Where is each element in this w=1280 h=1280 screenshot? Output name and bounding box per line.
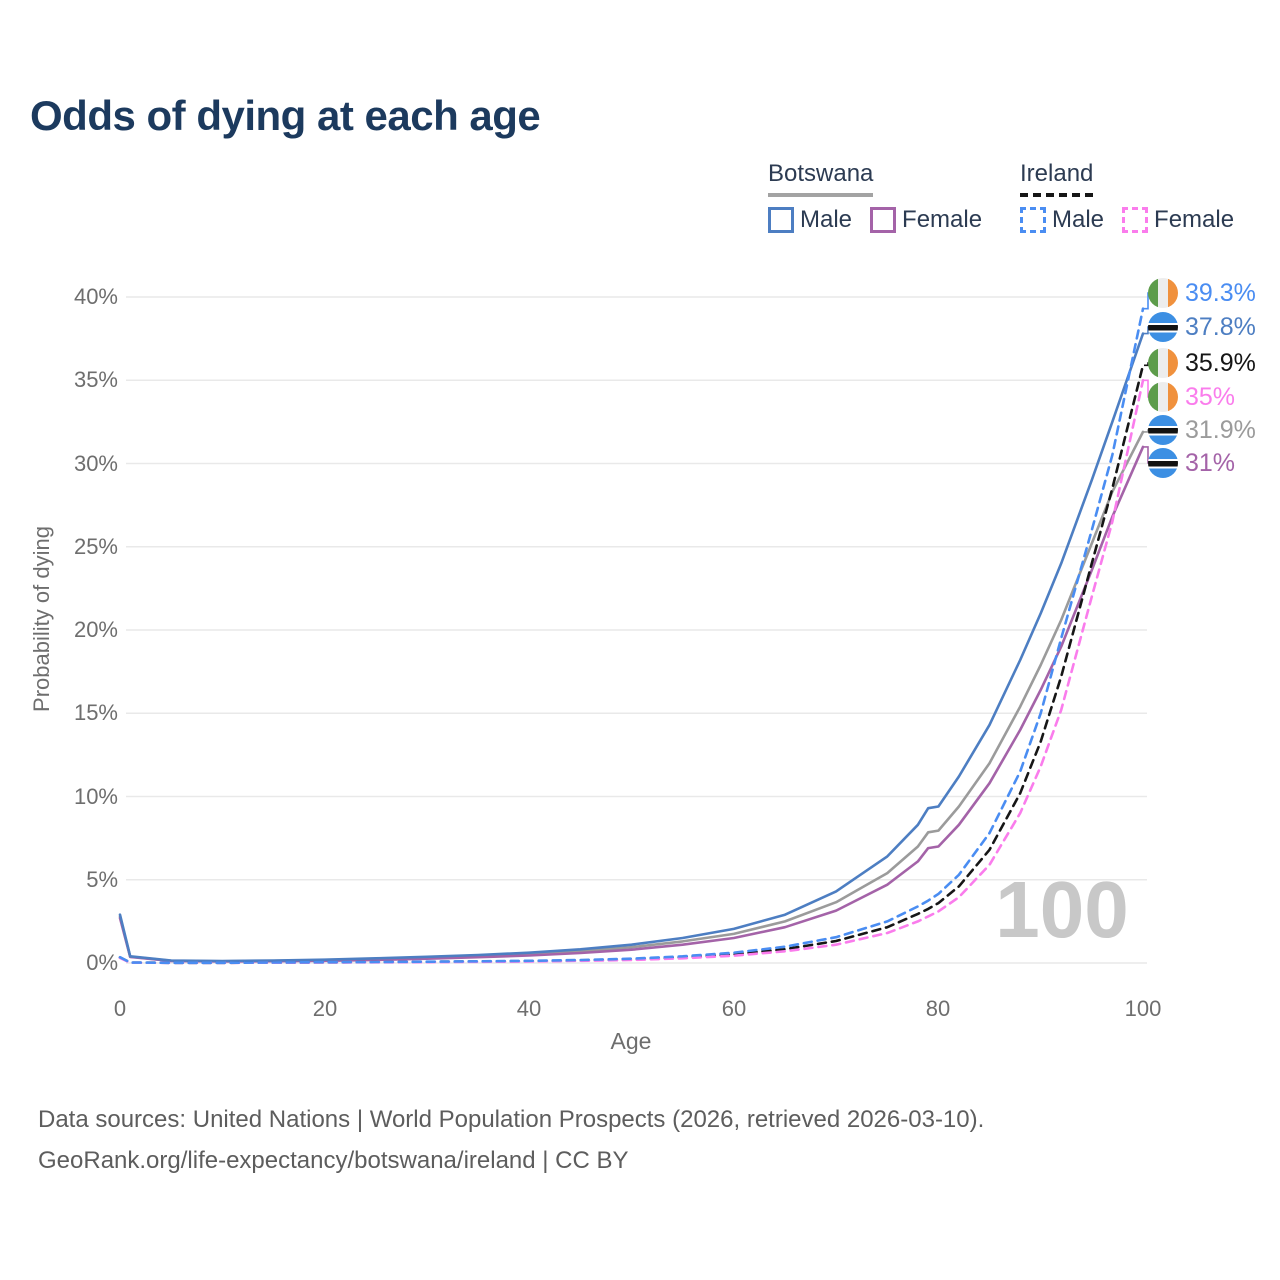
y-tick-15: 15% bbox=[73, 700, 118, 725]
ireland-flag-icon bbox=[1148, 382, 1178, 412]
legend-row-botswana: Male Female bbox=[768, 206, 1000, 234]
end-label-ireland-female[interactable]: 35% bbox=[1148, 381, 1235, 413]
legend-swatch-botswana-male[interactable] bbox=[768, 207, 794, 233]
legend-header-ireland[interactable]: Ireland bbox=[1020, 160, 1094, 197]
legend-swatch-ireland-female[interactable] bbox=[1122, 207, 1149, 233]
end-value-ireland-female: 35% bbox=[1185, 382, 1236, 411]
x-tick-0: 0 bbox=[113, 996, 127, 1021]
legend-group-botswana: Botswana Male Female bbox=[768, 160, 1000, 234]
x-tick-20: 20 bbox=[312, 996, 338, 1021]
footer-data-sources: Data sources: United Nations | World Pop… bbox=[38, 1106, 985, 1133]
end-label-botswana-both[interactable]: 31.9% bbox=[1148, 414, 1256, 446]
end-value-botswana-female: 31% bbox=[1185, 448, 1236, 477]
hover-age-indicator: 100 bbox=[995, 865, 1129, 954]
y-axis-title: Probability of dying bbox=[29, 526, 54, 712]
y-tick-10: 10% bbox=[73, 784, 118, 809]
legend-label-botswana-female[interactable]: Female bbox=[902, 206, 983, 233]
page-title: Odds of dying at each age bbox=[30, 92, 541, 139]
legend-row-ireland: Male Female bbox=[1020, 206, 1252, 234]
series-line-ireland-male[interactable] bbox=[118, 307, 1145, 965]
legend-label-botswana-male[interactable]: Male bbox=[800, 206, 853, 233]
end-value-botswana-male: 37.8% bbox=[1185, 312, 1256, 341]
legend-group-ireland: Ireland Male Female bbox=[1020, 160, 1252, 234]
end-value-ireland-both: 35.9% bbox=[1185, 348, 1256, 377]
botswana-flag-icon bbox=[1148, 448, 1178, 478]
y-tick-20: 20% bbox=[73, 617, 118, 642]
end-value-ireland-male: 39.3% bbox=[1185, 278, 1256, 307]
end-label-ireland-male[interactable]: 39.3% bbox=[1148, 277, 1256, 309]
footer-link: GeoRank.org/life-expectancy/botswana/ire… bbox=[38, 1147, 629, 1174]
legend-swatch-ireland-male[interactable] bbox=[1020, 207, 1046, 233]
x-axis-title: Age bbox=[610, 1028, 652, 1054]
x-tick-80: 80 bbox=[925, 996, 951, 1021]
series-line-botswana-male[interactable] bbox=[118, 332, 1145, 963]
ireland-flag-icon bbox=[1148, 348, 1178, 378]
y-tick-25: 25% bbox=[73, 534, 118, 559]
end-label-ireland-both[interactable]: 35.9% bbox=[1148, 347, 1256, 379]
x-tick-60: 60 bbox=[721, 996, 747, 1021]
botswana-flag-icon bbox=[1148, 415, 1178, 445]
legend-label-ireland-female[interactable]: Female bbox=[1154, 206, 1235, 233]
ireland-flag-icon bbox=[1148, 278, 1178, 308]
legend-swatch-botswana-female[interactable] bbox=[870, 207, 897, 233]
y-tick-0: 0% bbox=[86, 950, 118, 975]
y-tick-40: 40% bbox=[73, 284, 118, 309]
end-value-botswana-both: 31.9% bbox=[1185, 415, 1256, 444]
x-tick-40: 40 bbox=[516, 996, 542, 1021]
y-tick-35: 35% bbox=[73, 367, 118, 392]
legend-label-ireland-male[interactable]: Male bbox=[1052, 206, 1105, 233]
y-tick-5: 5% bbox=[86, 867, 118, 892]
botswana-flag-icon bbox=[1148, 312, 1178, 342]
end-label-botswana-male[interactable]: 37.8% bbox=[1148, 311, 1256, 343]
legend-header-botswana[interactable]: Botswana bbox=[768, 160, 874, 197]
y-tick-30: 30% bbox=[73, 451, 118, 476]
end-label-botswana-female[interactable]: 31% bbox=[1148, 447, 1235, 479]
x-tick-100: 100 bbox=[1124, 996, 1162, 1021]
